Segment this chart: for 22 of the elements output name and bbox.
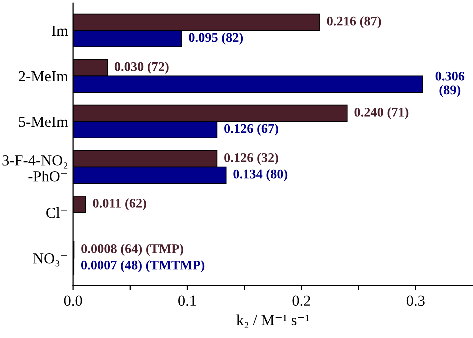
x-axis-title: k₂ / M⁻¹ s⁻¹: [236, 314, 310, 328]
data-label: 0.0007 (48) (TMTMP): [81, 260, 205, 272]
y-tick-label: NO₃⁻: [33, 253, 68, 267]
data-label: 0.306 (89): [436, 72, 465, 98]
data-label: 0.0008 (64) (TMP): [82, 244, 184, 256]
y-tick-label: 3-F-4-NO₂ -PhO⁻: [2, 156, 68, 182]
data-label: 0.126 (32): [224, 153, 278, 166]
y-tick-label: 2-MeIm: [19, 71, 68, 82]
data-label: 0.011 (62): [93, 198, 146, 211]
x-tick-label: 0.1: [178, 296, 196, 306]
data-label: 0.095 (82): [189, 32, 244, 45]
data-label: 0.134 (80): [234, 169, 288, 182]
data-label: 0.126 (67): [224, 124, 278, 136]
y-tick-label: Cl⁻: [46, 207, 68, 218]
x-tick-label: 0.2: [292, 296, 310, 306]
x-tick-label: 0.3: [406, 296, 425, 306]
x-tick-label: 0.0: [64, 296, 82, 306]
y-tick-label: 5-MeIm: [19, 117, 68, 128]
data-label: 0.216 (87): [327, 16, 382, 28]
data-label: 0.030 (72): [114, 62, 169, 74]
data-label: 0.240 (71): [354, 108, 409, 120]
y-tick-label: Im: [52, 26, 68, 36]
